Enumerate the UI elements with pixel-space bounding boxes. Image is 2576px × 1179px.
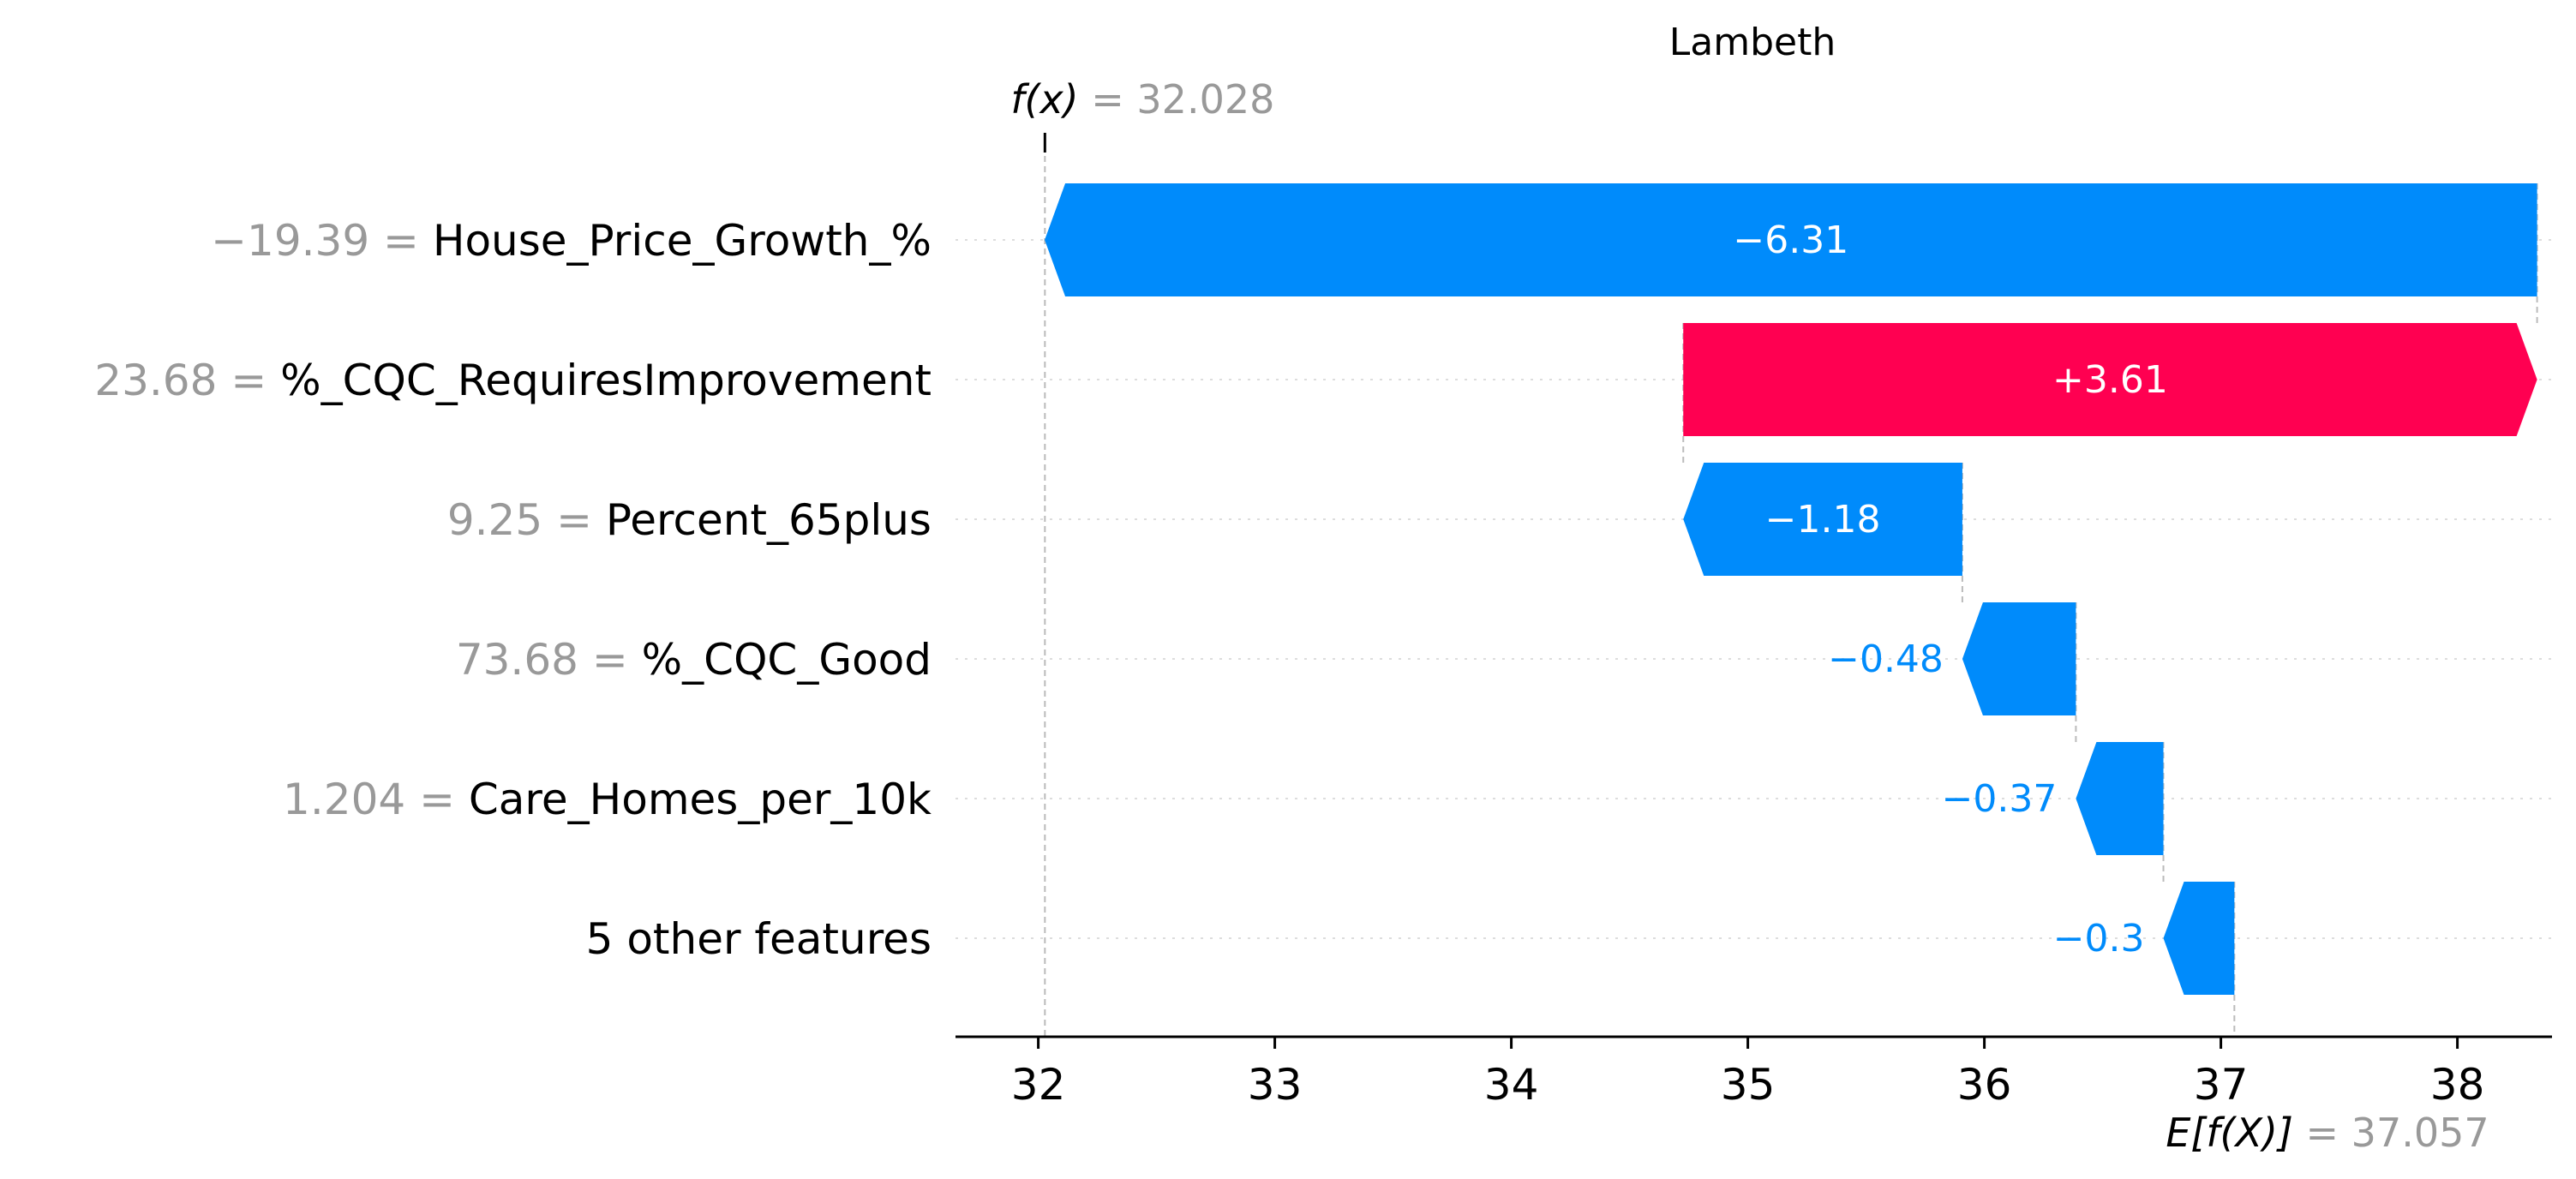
feature-value: 9.25 =	[447, 495, 606, 545]
feature-label: 23.68 = %_CQC_RequiresImprovement	[94, 356, 932, 405]
reference-values: f(x) = 32.028 E[f(X)] = 37.057	[1010, 76, 2489, 1156]
fx-label: f(x) = 32.028	[1010, 76, 1274, 123]
feature-value: 23.68 =	[94, 356, 280, 405]
negative-bar	[1962, 602, 2076, 715]
feature-value: −19.39 =	[211, 216, 433, 266]
bar-value-label: −1.18	[1765, 498, 1881, 542]
base-value: = 37.057	[2306, 1110, 2489, 1156]
feature-label: 9.25 = Percent_65plus	[447, 495, 932, 545]
x-tick-label: 38	[2430, 1060, 2485, 1110]
bar-value-label: −6.31	[1733, 218, 1848, 262]
feature-label: 1.204 = Care_Homes_per_10k	[283, 775, 932, 824]
bar-value-label: −0.48	[1828, 637, 1944, 681]
feature-name: %_CQC_Good	[642, 635, 932, 685]
negative-bar	[2076, 742, 2164, 855]
feature-value: 1.204 =	[283, 775, 469, 824]
negative-bar	[2163, 882, 2235, 995]
bars: −6.31 +3.61 −1.18 −0.48 −0.37 −0.3	[1045, 183, 2537, 995]
negative-bar	[1683, 463, 1962, 576]
negative-bar	[1045, 183, 2537, 296]
feature-name: 5 other features	[586, 914, 932, 964]
bar-value-label: −0.3	[2053, 917, 2145, 961]
x-axis: 32 33 34 35 36 37 38	[956, 1035, 2552, 1110]
x-tick-label: 36	[1957, 1060, 2012, 1110]
x-tick-label: 34	[1484, 1060, 1539, 1110]
fx-value: = 32.028	[1091, 76, 1274, 123]
feature-value: 73.68 =	[456, 635, 642, 685]
feature-name: Percent_65plus	[606, 495, 932, 545]
positive-bar	[1683, 323, 2537, 436]
feature-name: %_CQC_RequiresImprovement	[280, 356, 932, 405]
feature-label: 73.68 = %_CQC_Good	[456, 635, 932, 685]
feature-labels: −19.39 = House_Price_Growth_% 23.68 = %_C…	[94, 216, 932, 964]
feature-name: Care_Homes_per_10k	[469, 775, 932, 824]
x-tick-label: 37	[2194, 1060, 2249, 1110]
chart-title: Lambeth	[1669, 21, 1836, 64]
bar-value-label: −0.37	[1942, 777, 2058, 821]
feature-name: House_Price_Growth_%	[433, 216, 932, 266]
x-tick-label: 35	[1721, 1060, 1776, 1110]
base-name: E[f(X)]	[2166, 1110, 2305, 1156]
base-label: E[f(X)] = 37.057	[2166, 1110, 2489, 1156]
fx-name: f(x)	[1010, 76, 1091, 123]
bar-value-label: +3.61	[2052, 358, 2168, 402]
feature-label: −19.39 = House_Price_Growth_%	[211, 216, 932, 266]
x-tick-label: 33	[1248, 1060, 1303, 1110]
x-tick-label: 32	[1011, 1060, 1066, 1110]
feature-label: 5 other features	[586, 914, 932, 964]
